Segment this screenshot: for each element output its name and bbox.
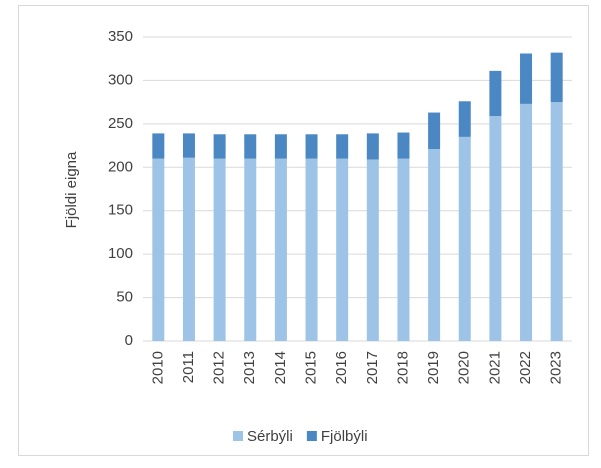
legend-label: Fjölbýli [321, 428, 368, 445]
y-tick-label: 150 [108, 202, 133, 219]
bar-segment [244, 134, 257, 159]
x-tick-label: 2018 [394, 351, 411, 384]
x-tick-label: 2016 [333, 351, 350, 384]
y-tick-label: 0 [125, 332, 133, 349]
y-tick-label: 200 [108, 158, 133, 175]
bar-segment [366, 133, 379, 160]
bar-segment [336, 158, 349, 341]
bar-segment [550, 52, 563, 103]
bar-segment [489, 70, 502, 117]
x-tick-label: 2015 [303, 351, 320, 384]
bar-segment [520, 53, 533, 104]
bar-segment [305, 134, 318, 159]
bar-segment [182, 157, 195, 341]
bar-segment [428, 112, 441, 150]
legend-swatch [306, 431, 317, 441]
bar-segment [458, 136, 471, 341]
bar-segment [458, 101, 471, 137]
bar-segment [397, 132, 410, 159]
y-tick-label: 300 [108, 71, 133, 88]
bar-segment [305, 158, 318, 341]
y-axis-label: Fjöldi eigna [63, 151, 80, 228]
x-tick-label: 2011 [180, 351, 197, 383]
bar-segment [152, 133, 165, 159]
x-tick-label: 2020 [456, 351, 473, 384]
y-tick-label: 350 [108, 28, 133, 45]
bar-segment [397, 158, 410, 341]
bar-segment [274, 134, 287, 159]
x-tick-label: 2014 [272, 351, 289, 384]
bar-segment [366, 159, 379, 341]
bar-segment [213, 134, 226, 159]
bar-segment [244, 158, 257, 341]
y-tick-label: 50 [116, 289, 133, 306]
x-tick-label: 2010 [149, 351, 166, 384]
x-tick-label: 2023 [548, 351, 565, 384]
bar-segment [213, 158, 226, 341]
bar-segment [336, 134, 349, 159]
x-tick-label: 2021 [486, 351, 503, 384]
chart-frame [18, 5, 589, 456]
bar-segment [152, 158, 165, 341]
legend-swatch [233, 431, 243, 441]
x-tick-label: 2017 [364, 351, 381, 384]
bar-segment [520, 103, 533, 341]
bar-segment [550, 102, 563, 342]
x-tick-label: 2022 [517, 351, 534, 384]
bar-segment [489, 116, 502, 341]
x-tick-label: 2019 [425, 351, 442, 384]
bar-segment [274, 158, 287, 341]
y-tick-label: 250 [108, 115, 133, 132]
bar-segment [182, 133, 195, 158]
x-tick-label: 2013 [241, 351, 258, 384]
bar-segment [428, 149, 441, 341]
legend-label: Sérbýli [247, 428, 293, 445]
x-tick-label: 2012 [211, 351, 228, 384]
y-tick-label: 100 [108, 245, 133, 262]
